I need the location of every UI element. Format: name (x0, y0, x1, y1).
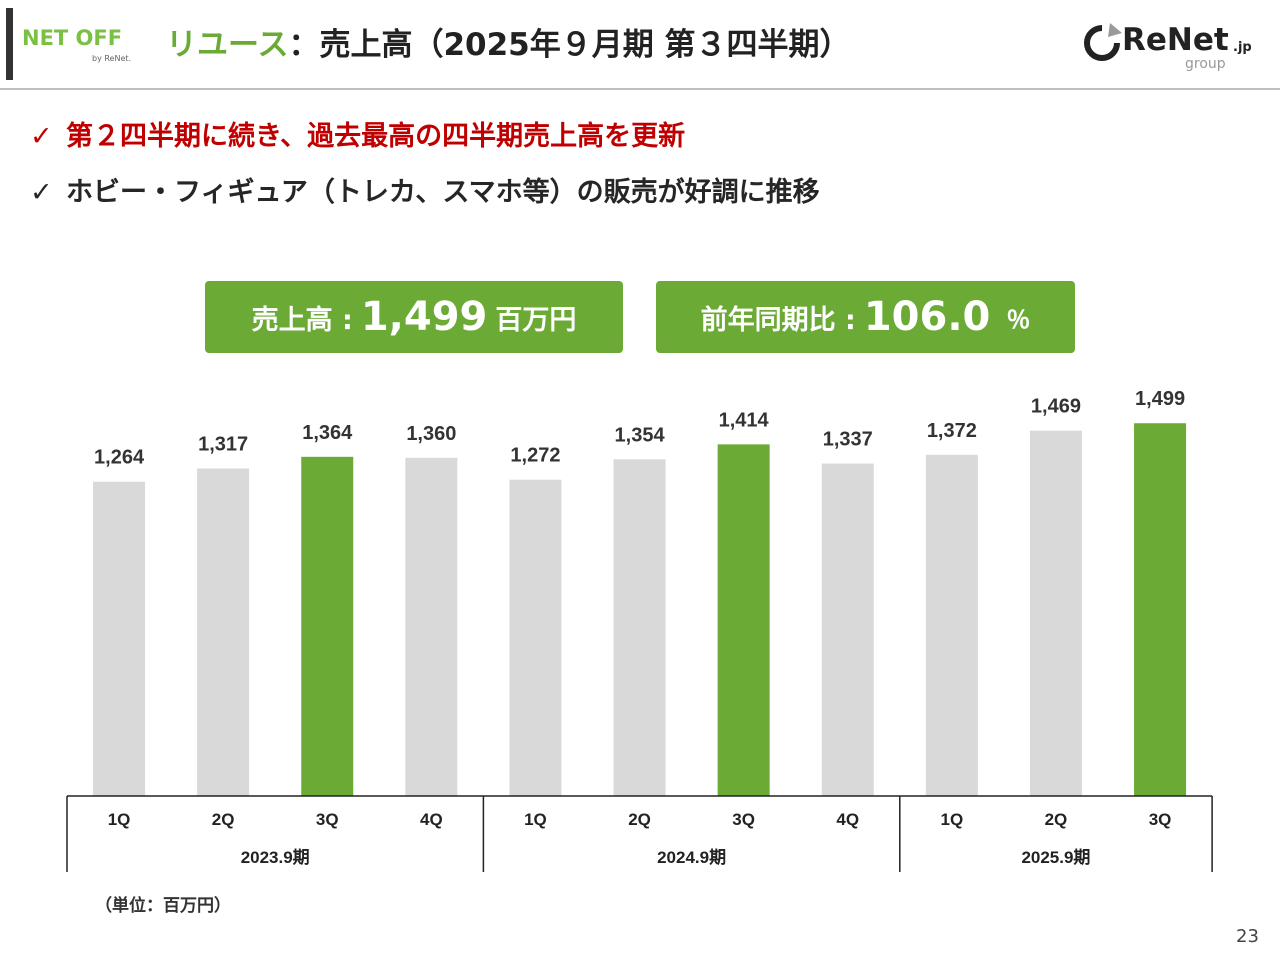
bar-1 (93, 481, 146, 796)
x-group-label-3: 2025.9期 (1021, 848, 1090, 867)
x-group-label-1: 2023.9期 (241, 848, 310, 867)
kpi-yoy-unit: ％ (1006, 305, 1031, 334)
renet-logo-suffix: .jp (1233, 40, 1252, 55)
data-label-5: 1,272 (510, 445, 560, 467)
renet-logo-sub: group (1185, 56, 1226, 72)
page-title-category: リユース (166, 27, 289, 63)
renet-logo-text: ReNet (1122, 22, 1229, 58)
x-tick-label-2: 2Q (212, 810, 235, 829)
page-title-rest: ：売上高（2025年９月期 第３四半期） (288, 27, 851, 63)
data-label-9: 1,372 (927, 420, 977, 442)
data-label-11: 1,499 (1135, 388, 1185, 410)
netoff-logo: NET OFF by ReNet. (22, 20, 142, 70)
x-tick-label-3: 3Q (316, 810, 339, 829)
x-tick-label-4: 4Q (420, 810, 443, 829)
x-group-label-2: 2024.9期 (657, 848, 726, 867)
data-label-3: 1,364 (302, 422, 353, 444)
bar-10 (1029, 430, 1082, 796)
kpi-yoy-box: 前年同期比 : 106.0 ％ (656, 281, 1075, 353)
check-icon: ✓ (30, 121, 53, 152)
bar-7 (717, 444, 770, 796)
x-tick-label-6: 2Q (628, 810, 651, 829)
netoff-logo-sub: by ReNet. (92, 54, 132, 63)
bar-8 (821, 463, 874, 796)
kpi-sales-box: 売上高 : 1,499 百万円 (205, 281, 623, 353)
kpi-yoy-value: 106.0 (863, 294, 991, 340)
x-tick-label-5: 1Q (524, 810, 547, 829)
kpi-sales-unit: 百万円 (495, 304, 577, 336)
x-tick-label-11: 3Q (1149, 810, 1172, 829)
data-label-6: 1,354 (615, 424, 666, 446)
x-tick-label-1: 1Q (108, 810, 131, 829)
x-tick-label-8: 4Q (836, 810, 859, 829)
bar-5 (509, 479, 562, 796)
quarterly-sales-chart: 1,264 1Q 1,317 2Q 1,364 3Q 1,360 4Q 1,272 1Q 1,354… (66, 388, 1213, 872)
bar-9 (925, 454, 978, 796)
kpi-sales-value: 1,499 (360, 294, 488, 340)
page-number: 23 (1236, 926, 1259, 947)
bar-2 (197, 468, 250, 796)
bullet-hobby-sales: ✓ ホビー・フィギュア（トレカ、スマホ等）の販売が好調に推移 (30, 170, 820, 209)
bar-4 (405, 457, 458, 796)
header-accent-bar (6, 8, 13, 80)
kpi-yoy-label: 前年同期比 : (700, 304, 856, 336)
data-label-2: 1,317 (198, 434, 248, 456)
bar-3 (301, 456, 354, 796)
renet-logo: ReNet .jp group (1080, 20, 1252, 76)
x-tick-label-9: 1Q (941, 810, 964, 829)
kpi-sales-label: 売上高 : (251, 304, 353, 336)
bar-11 (1134, 423, 1187, 796)
bullet-text: 第２四半期に続き、過去最高の四半期売上高を更新 (66, 121, 686, 152)
recycle-arrow-icon (1084, 23, 1122, 61)
check-icon: ✓ (30, 177, 53, 208)
unit-note: （単位：百万円） (95, 896, 231, 916)
data-label-1: 1,264 (94, 447, 145, 469)
page-title: リユース：売上高（2025年９月期 第３四半期） (166, 19, 851, 64)
data-label-4: 1,360 (406, 423, 456, 445)
header-divider (0, 88, 1280, 90)
bullet-text: ホビー・フィギュア（トレカ、スマホ等）の販売が好調に推移 (66, 177, 820, 208)
data-label-7: 1,414 (719, 409, 770, 431)
netoff-logo-text: NET OFF (22, 26, 123, 50)
bar-6 (613, 459, 666, 796)
x-tick-label-7: 3Q (732, 810, 755, 829)
x-tick-label-10: 2Q (1045, 810, 1068, 829)
bullet-record-sales: ✓ 第２四半期に続き、過去最高の四半期売上高を更新 (30, 114, 685, 153)
data-label-8: 1,337 (823, 429, 873, 451)
data-label-10: 1,469 (1031, 396, 1081, 418)
